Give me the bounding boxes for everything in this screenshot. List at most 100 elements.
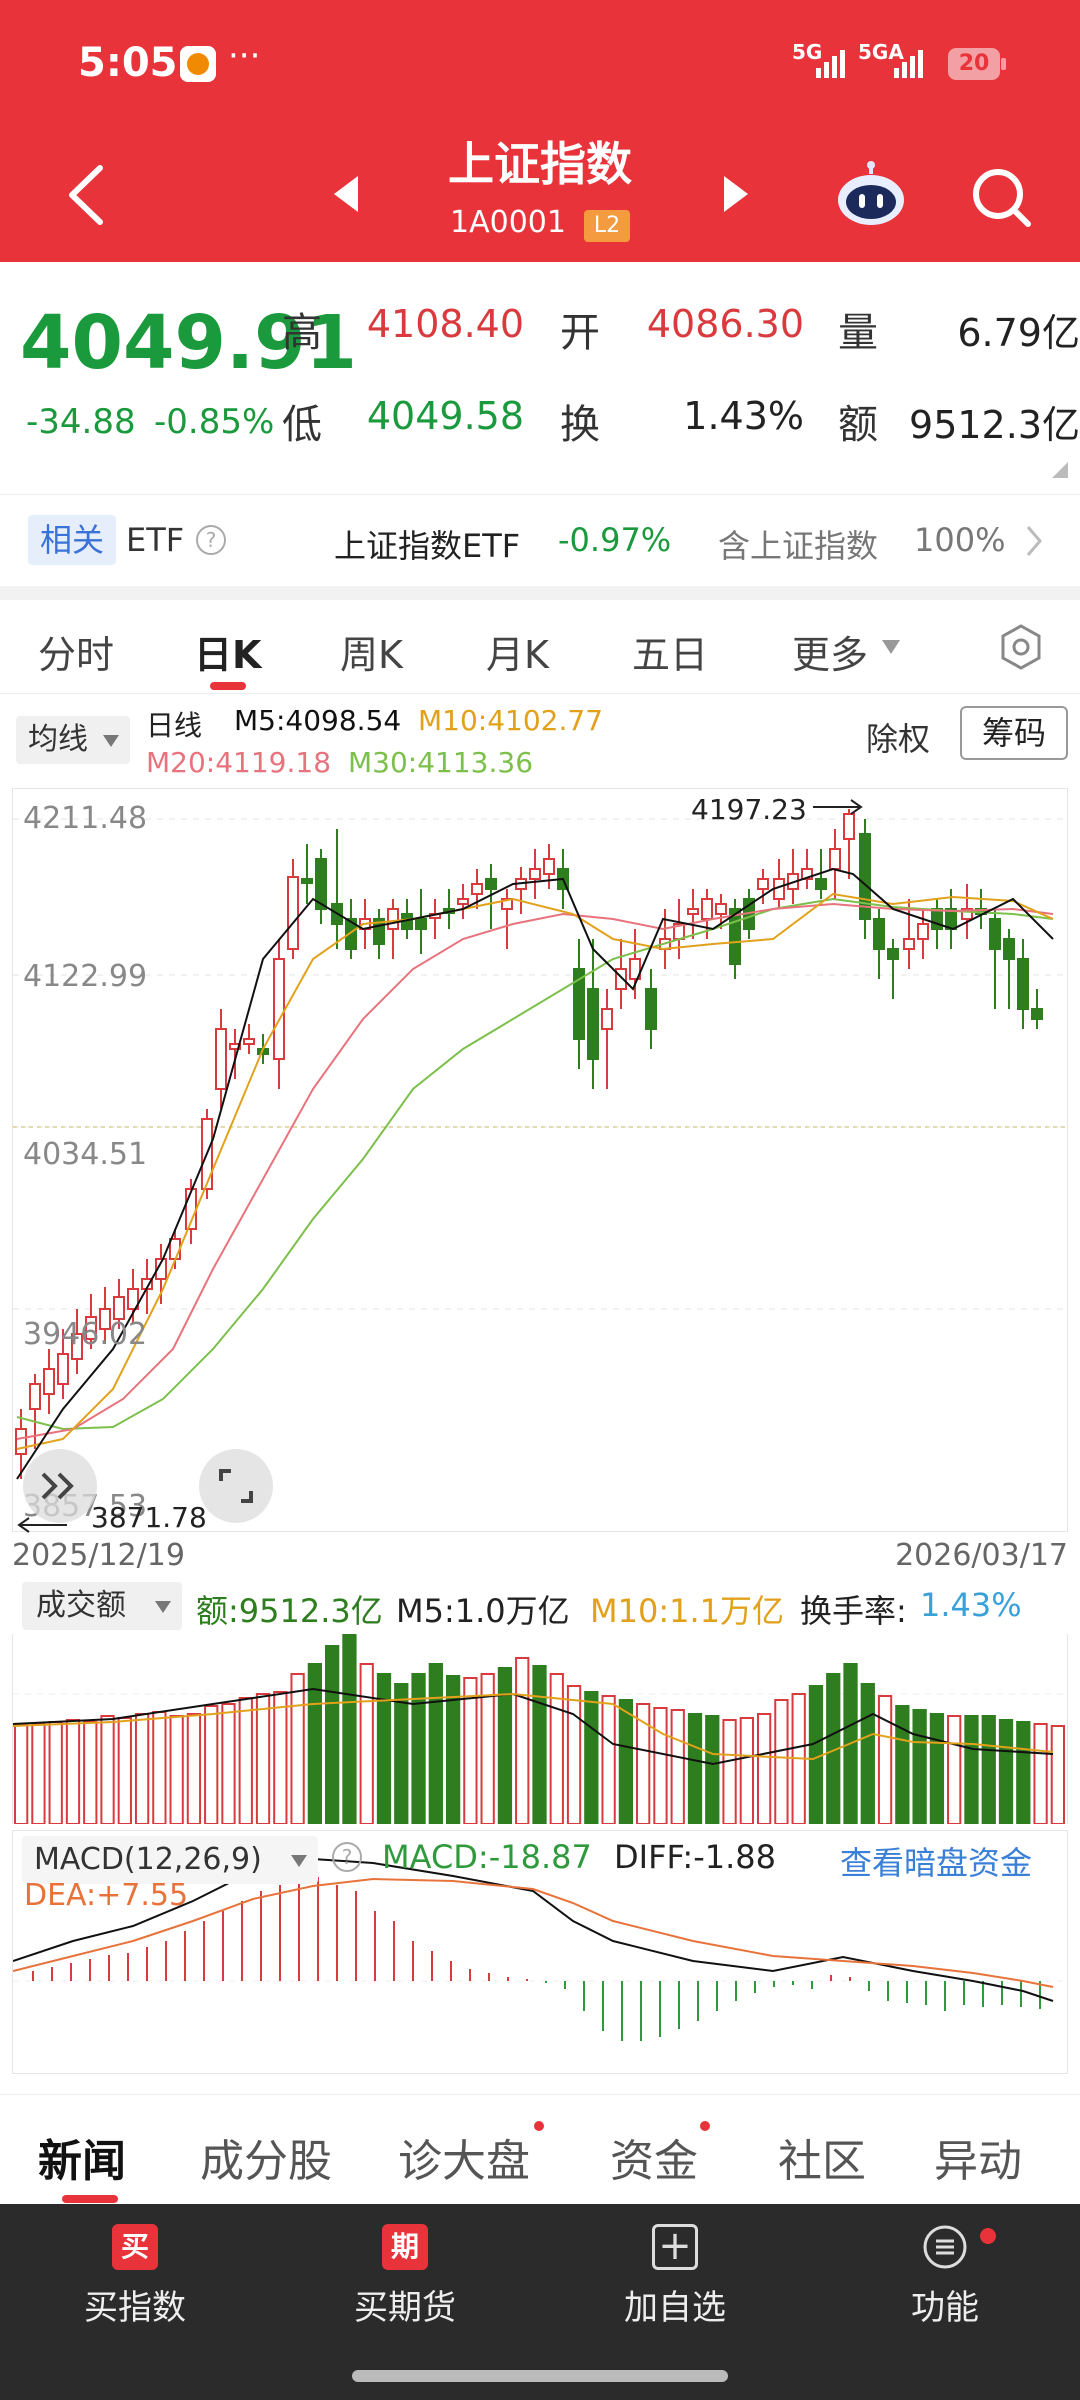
double-chevron-icon xyxy=(41,1472,74,1500)
volume-bar xyxy=(394,1683,409,1825)
period-label: 日线 xyxy=(146,709,203,742)
candle-body xyxy=(415,918,427,930)
volume-bar xyxy=(964,1715,979,1825)
tab-constituents[interactable]: 成分股 xyxy=(200,2136,332,2187)
candle-body xyxy=(859,833,871,920)
tab-intraday[interactable]: 分时 xyxy=(38,633,115,677)
candle-body xyxy=(829,848,841,870)
volume-bar xyxy=(204,1705,219,1825)
functions-button[interactable]: 功能 xyxy=(860,2224,1030,2329)
volume-bar xyxy=(877,1695,893,1825)
candle-body xyxy=(471,883,483,895)
fullscreen-button[interactable] xyxy=(199,1449,273,1523)
etf-holding-pct: 100% xyxy=(914,521,1006,559)
tab-diagnosis[interactable]: 诊大盘 xyxy=(398,2136,530,2187)
candle-body xyxy=(757,878,769,890)
tab-more[interactable]: 更多 xyxy=(792,633,869,677)
y-axis-label: 4211.48 xyxy=(23,801,148,836)
macd-chart[interactable] xyxy=(12,1830,1068,2074)
volume-bar xyxy=(566,1685,582,1825)
buy-futures-button[interactable]: 期 买期货 xyxy=(320,2224,490,2329)
expand-quote-icon[interactable] xyxy=(1052,462,1068,478)
amount-value: 9512.3亿 xyxy=(909,403,1080,447)
volume-label: 量 xyxy=(838,310,878,356)
tab-anomaly[interactable]: 异动 xyxy=(934,2136,1022,2187)
volume-bar xyxy=(169,1715,184,1825)
search-icon[interactable] xyxy=(968,164,1034,230)
candle-body xyxy=(229,1043,241,1050)
volume-bar xyxy=(515,1657,530,1825)
tab-five-day[interactable]: 五日 xyxy=(632,633,709,677)
period-high-label: 4197.23 xyxy=(691,793,807,826)
moving-average-line xyxy=(16,902,1054,1440)
prev-stock-icon[interactable] xyxy=(330,172,362,216)
candle-body xyxy=(29,1383,41,1410)
candle-body xyxy=(887,948,899,960)
volume-bar xyxy=(255,1693,271,1825)
section-divider xyxy=(0,586,1080,600)
app-notification-icon xyxy=(180,46,216,82)
diff-value: DIFF:-1.88 xyxy=(614,1838,776,1876)
turnover-value: 1.43% xyxy=(683,394,804,438)
help-icon[interactable]: ? xyxy=(332,1842,362,1872)
help-icon[interactable]: ? xyxy=(196,525,226,555)
turnover-rate-label: 换手率: xyxy=(800,1592,907,1630)
ma-select[interactable]: 均线 xyxy=(16,716,130,764)
tab-weekly-k[interactable]: 周K xyxy=(340,633,403,677)
add-watchlist-button[interactable]: + 加自选 xyxy=(590,2224,760,2329)
dea-value: DEA:+7.55 xyxy=(24,1878,189,1913)
candle-body xyxy=(43,1368,55,1395)
volume-m10: M10:1.1万亿 xyxy=(590,1592,785,1630)
amount-label: 额 xyxy=(838,402,878,448)
fast-forward-button[interactable] xyxy=(23,1449,97,1523)
volume-bar xyxy=(739,1717,754,1825)
tab-news[interactable]: 新闻 xyxy=(38,2136,126,2187)
volume-bar xyxy=(670,1709,685,1825)
volume-bar xyxy=(653,1707,668,1825)
tab-daily-k[interactable]: 日K xyxy=(194,633,262,677)
candle-body xyxy=(729,908,741,965)
ex-rights-button[interactable]: 除权 xyxy=(866,720,931,758)
candle-body xyxy=(701,898,713,920)
candle-body xyxy=(629,958,641,980)
volume-bar xyxy=(100,1715,115,1825)
candle-body xyxy=(501,898,513,910)
functions-label: 功能 xyxy=(911,2288,979,2328)
diff-line xyxy=(12,1857,1054,2002)
tab-monthly-k[interactable]: 月K xyxy=(486,633,549,677)
dark-pool-link[interactable]: 查看暗盘资金 xyxy=(840,1844,1033,1882)
back-icon[interactable] xyxy=(62,160,110,230)
volume-bar xyxy=(1033,1723,1048,1825)
l2-badge[interactable]: L2 xyxy=(584,210,630,242)
home-indicator xyxy=(352,2370,728,2382)
chip-distribution-button[interactable]: 筹码 xyxy=(960,706,1068,760)
volume-bar xyxy=(895,1705,910,1825)
battery-icon: 20 xyxy=(948,48,1006,80)
related-etf-row[interactable]: 相关 ETF ? 上证指数ETF -0.97% 含上证指数 100% xyxy=(0,494,1080,586)
signal-icon-2 xyxy=(894,50,923,78)
candle-body xyxy=(15,1428,27,1455)
volume-bar xyxy=(947,1715,962,1825)
kline-chart[interactable]: 4211.48 4122.99 4034.51 3946.02 3857.53 … xyxy=(12,788,1068,1534)
candle-body xyxy=(485,878,497,890)
next-stock-icon[interactable] xyxy=(720,172,752,216)
price-change: -34.88 xyxy=(26,402,136,442)
buy-index-button[interactable]: 买 买指数 xyxy=(50,2224,220,2329)
volume-bar xyxy=(221,1703,236,1825)
candle-body xyxy=(815,878,827,890)
volume-bar xyxy=(31,1723,46,1825)
low-value: 4049.58 xyxy=(366,394,524,438)
candle-body xyxy=(615,968,627,990)
tab-community[interactable]: 社区 xyxy=(778,2136,866,2187)
volume-bar xyxy=(860,1683,875,1825)
robot-assistant-icon[interactable] xyxy=(834,160,908,228)
volume-select[interactable]: 成交额 xyxy=(22,1582,182,1630)
settings-icon[interactable] xyxy=(996,622,1046,672)
volume-chart[interactable] xyxy=(12,1633,1068,1825)
tab-capital[interactable]: 资金 xyxy=(610,2136,698,2187)
macd-select[interactable]: MACD(12,26,9) xyxy=(22,1836,318,1884)
candle-body xyxy=(601,1008,613,1030)
volume-bar xyxy=(48,1721,63,1825)
notification-dot xyxy=(980,2228,996,2244)
